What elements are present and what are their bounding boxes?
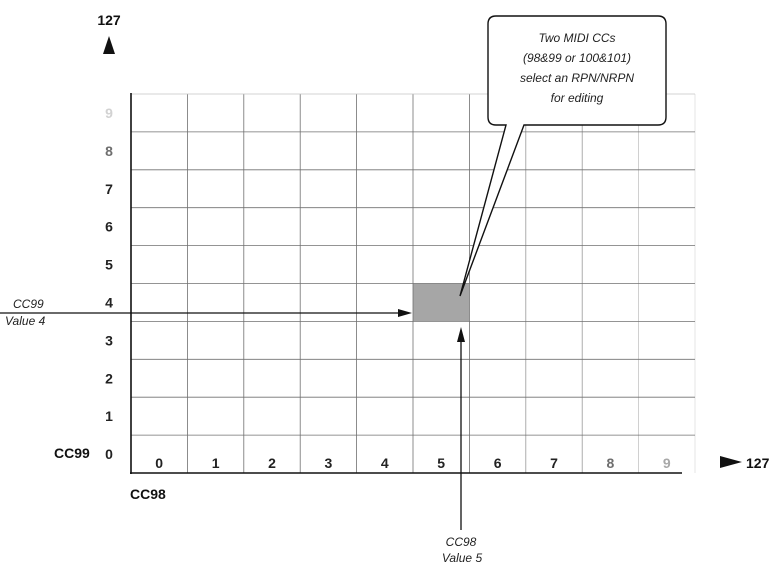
- callout-line4: for editing: [551, 91, 604, 105]
- y-tick-label: 2: [105, 370, 113, 386]
- x-tick-label: 8: [607, 455, 615, 471]
- y-tick-labels: 0 1 2 3 4 5 6 7 8 9: [105, 105, 113, 462]
- cc98-arrowhead: [457, 327, 465, 342]
- callout-bubble: [459, 15, 667, 297]
- x-tick-label: 7: [550, 455, 558, 471]
- x-axis-title: CC98: [130, 486, 166, 502]
- cc99-arrowhead: [398, 309, 412, 317]
- y-axis-title: CC99: [54, 445, 90, 461]
- callout-line2: (98&99 or 100&101): [523, 51, 631, 65]
- y-tick-label: 6: [105, 219, 113, 235]
- y-axis-arrowhead: [103, 36, 115, 54]
- x-tick-label: 1: [212, 455, 220, 471]
- x-tick-label: 5: [437, 455, 445, 471]
- x-tick-label: 9: [663, 455, 671, 471]
- x-tick-label: 2: [268, 455, 276, 471]
- cc98-annotation-line2: Value 5: [442, 551, 483, 564]
- y-axis-max-label: 127: [97, 12, 121, 28]
- y-tick-label: 5: [105, 257, 113, 273]
- x-tick-label: 0: [155, 455, 163, 471]
- y-tick-label: 3: [105, 332, 113, 348]
- y-tick-label: 1: [105, 408, 113, 424]
- x-tick-label: 6: [494, 455, 502, 471]
- cc99-annotation-line2: Value 4: [5, 314, 46, 328]
- y-tick-label: 9: [105, 105, 113, 121]
- y-tick-label: 8: [105, 143, 113, 159]
- selected-cell: [413, 283, 470, 322]
- y-tick-label: 0: [105, 446, 113, 462]
- cc99-annotation-line1: CC99: [13, 297, 44, 311]
- y-tick-label: 7: [105, 181, 113, 197]
- x-axis-arrowhead: [720, 456, 742, 468]
- callout-line3: select an RPN/NRPN: [520, 71, 634, 85]
- x-tick-label: 3: [325, 455, 333, 471]
- y-tick-label: 4: [105, 294, 113, 310]
- x-tick-labels: 0 1 2 3 4 5 6 7 8 9: [155, 455, 671, 471]
- x-axis-max-label: 127: [746, 455, 770, 471]
- cc98-annotation-line1: CC98: [446, 535, 477, 549]
- callout-line1: Two MIDI CCs: [538, 31, 615, 45]
- x-tick-label: 4: [381, 455, 389, 471]
